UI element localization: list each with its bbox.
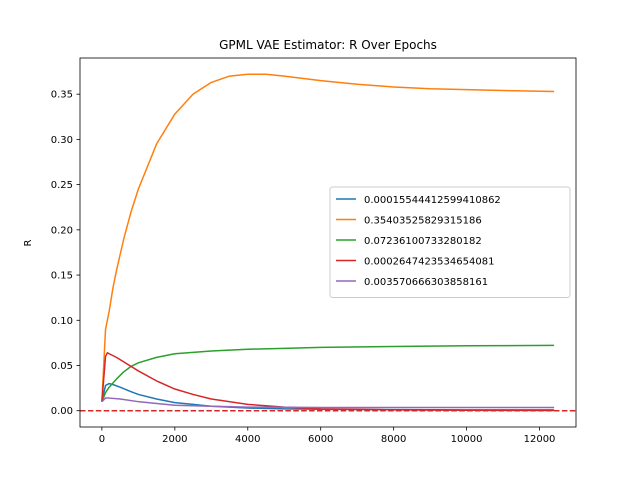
x-tick-label: 4000: [235, 434, 260, 445]
series-line-3: [101, 344, 555, 402]
y-tick-label: 0.25: [51, 180, 73, 191]
x-tick-label: 10000: [451, 434, 483, 445]
x-tick-label: 12000: [524, 434, 556, 445]
axes-frame: [79, 57, 577, 428]
y-tick-label: 0.05: [51, 361, 73, 372]
legend-label: 0.35403525829315186: [364, 216, 482, 227]
x-tick-label: 6000: [308, 434, 333, 445]
series-line-2: [101, 73, 555, 402]
x-tick-label: 8000: [381, 434, 406, 445]
legend-label: 0.07236100733280182: [364, 236, 482, 247]
y-axis-label: R: [23, 239, 34, 246]
x-tick-label: 0: [99, 434, 105, 445]
legend-label: 0.003570666303858161: [364, 277, 488, 288]
legend-box: [329, 186, 571, 298]
series-line-4: [101, 352, 555, 412]
y-axis: 0.00 0.05 0.10 0.15 0.20 0.25 0.30 0.35: [51, 90, 80, 417]
x-axis: 0 2000 4000 6000 8000 10000 12000: [99, 427, 556, 445]
x-tick-label: 2000: [162, 434, 187, 445]
y-tick-label: 0.15: [51, 271, 73, 282]
legend-label: 0.0002647423534654081: [364, 257, 494, 268]
y-tick-label: 0.30: [51, 135, 73, 146]
legend-label: 0.00015544412599410862: [364, 195, 501, 206]
y-tick-label: 0.35: [51, 90, 73, 101]
chart-title: GPML VAE Estimator: R Over Epochs: [219, 38, 437, 52]
y-tick-label: 0.00: [51, 406, 73, 417]
series-line-5: [101, 397, 555, 409]
y-tick-label: 0.20: [51, 225, 73, 236]
plot-area: [79, 57, 577, 428]
legend: 0.00015544412599410862 0.3540352582931518…: [329, 186, 571, 298]
y-tick-label: 0.10: [51, 316, 73, 327]
